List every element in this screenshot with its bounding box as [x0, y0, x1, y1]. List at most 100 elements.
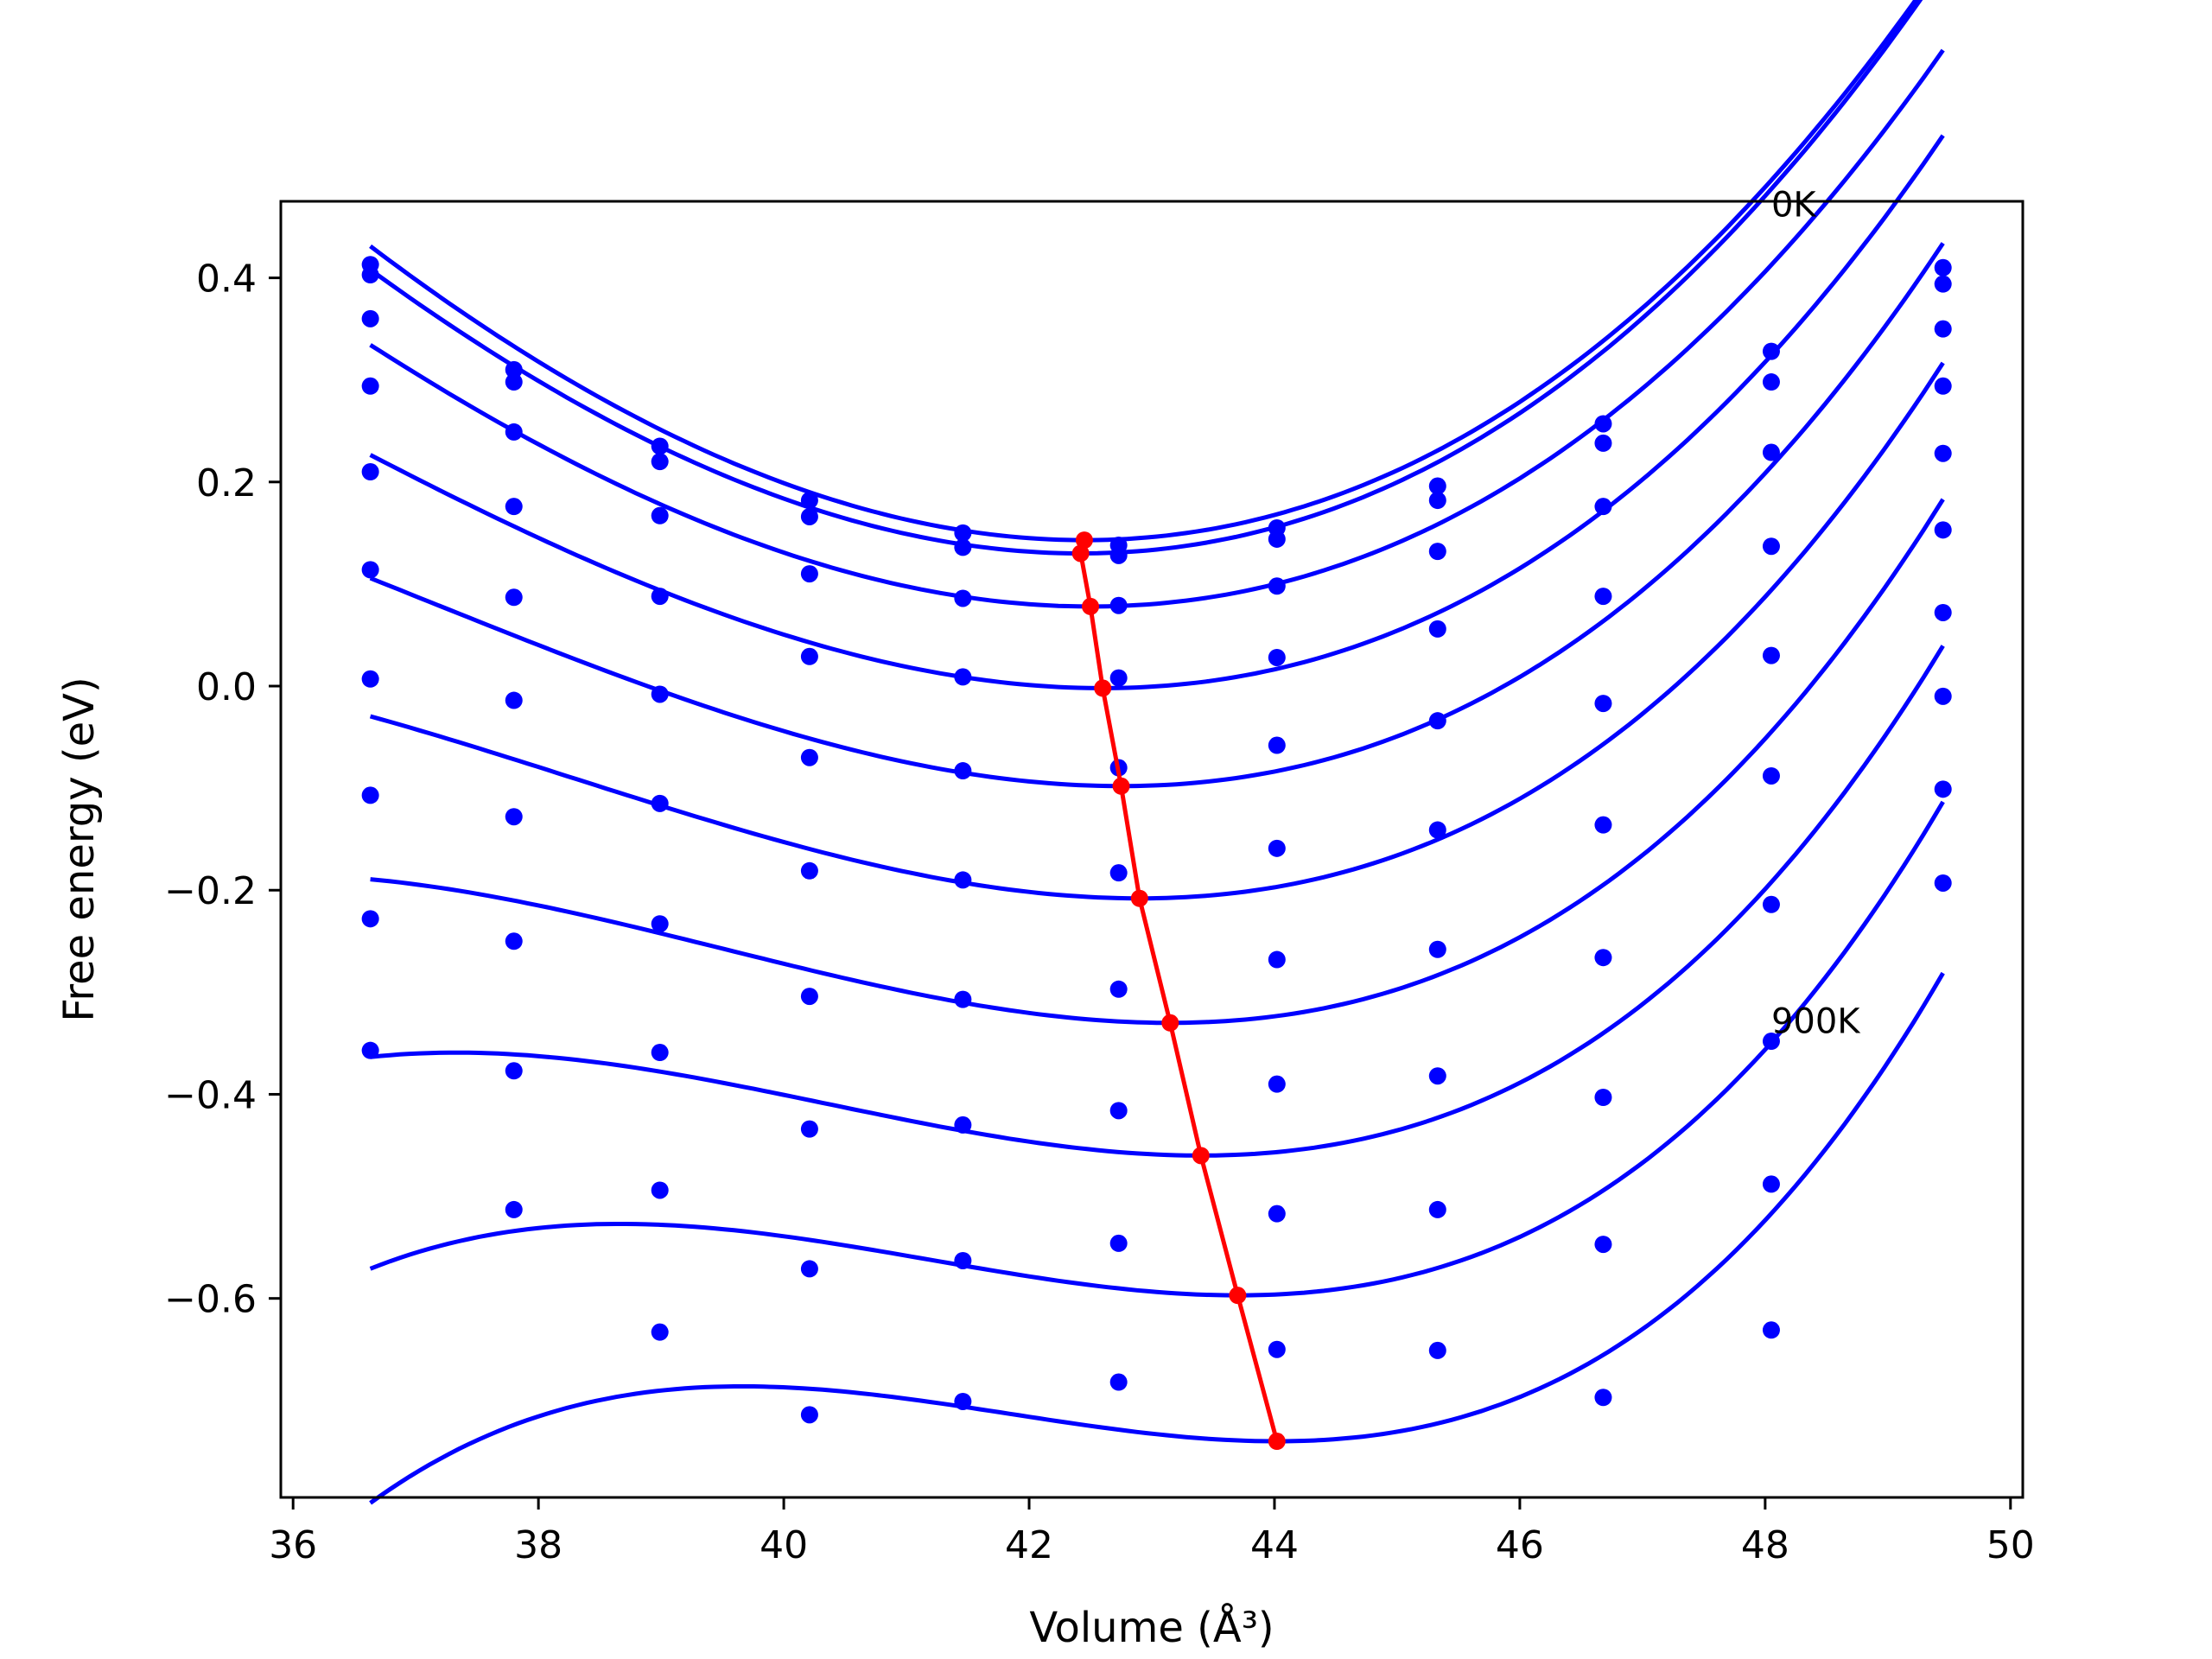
data-point — [505, 808, 523, 826]
data-point — [505, 588, 523, 607]
data-point — [505, 373, 523, 391]
data-point — [1428, 712, 1446, 730]
data-point — [361, 1041, 379, 1059]
data-point — [1109, 1373, 1128, 1391]
data-point — [505, 423, 523, 441]
data-point — [505, 932, 523, 950]
minimum-point — [1071, 544, 1090, 563]
data-point — [954, 990, 972, 1008]
data-point — [1268, 950, 1286, 969]
data-point — [361, 377, 379, 395]
y-tick-label: 0.4 — [196, 257, 257, 302]
data-point — [1428, 1200, 1446, 1218]
data-point — [361, 786, 379, 804]
y-axis-label: Free energy (eV) — [55, 677, 104, 1021]
data-point — [651, 588, 669, 606]
fit-curve-1 — [369, 0, 1923, 556]
data-point — [800, 861, 818, 880]
minimum-point — [1161, 1014, 1179, 1032]
data-point — [954, 668, 972, 686]
data-point — [1594, 1236, 1612, 1254]
x-tick-label: 42 — [1005, 1523, 1053, 1567]
data-point — [1934, 603, 1952, 621]
annotation-900k: 900K — [1771, 1002, 1861, 1042]
data-point — [1268, 1340, 1286, 1358]
data-point — [361, 462, 379, 480]
data-point — [1268, 648, 1286, 666]
data-point — [361, 910, 379, 928]
fit-curve-4 — [369, 242, 1945, 789]
data-point — [505, 1062, 523, 1080]
x-axis-ticks: 36 38 40 42 44 46 48 50 — [269, 1497, 2035, 1567]
data-point — [651, 1323, 669, 1341]
data-point — [1934, 320, 1952, 338]
fit-curve-7 — [370, 645, 1945, 1158]
data-point — [1428, 620, 1446, 638]
plot-frame — [279, 200, 2024, 1499]
minimum-point — [1268, 1433, 1286, 1451]
data-point — [1762, 1033, 1780, 1051]
data-point — [361, 309, 379, 327]
data-point — [1762, 646, 1780, 664]
data-point — [1109, 864, 1128, 882]
data-point — [800, 507, 818, 525]
data-point — [800, 1260, 818, 1278]
data-point — [1109, 1102, 1128, 1120]
data-point — [954, 1251, 972, 1269]
x-tick-label: 40 — [760, 1523, 808, 1567]
data-point — [800, 492, 818, 510]
data-point — [1934, 258, 1952, 276]
y-tick-label: −0.4 — [164, 1073, 257, 1117]
x-tick-label: 36 — [269, 1523, 317, 1567]
data-point — [1594, 816, 1612, 834]
data-point — [954, 538, 972, 556]
data-point — [954, 762, 972, 780]
data-point — [1594, 695, 1612, 713]
data-point — [361, 266, 379, 284]
data-point — [800, 988, 818, 1006]
data-point — [800, 565, 818, 583]
minima-line — [1078, 539, 1280, 1442]
data-point — [361, 670, 379, 688]
minimum-point — [1082, 597, 1100, 615]
data-point — [1934, 444, 1952, 462]
data-point — [1762, 1321, 1780, 1339]
fit-curve-2 — [369, 48, 1945, 609]
data-point — [651, 1044, 669, 1062]
y-tick-label: 0.2 — [196, 461, 257, 505]
data-point — [1109, 980, 1128, 998]
fit-curve-0 — [369, 0, 1919, 543]
fit-curves — [369, 0, 1945, 1505]
fit-curve-8 — [369, 800, 1945, 1298]
data-point — [1109, 1234, 1128, 1252]
data-point — [1762, 537, 1780, 556]
data-points — [361, 256, 1952, 1424]
data-point — [1268, 1075, 1286, 1093]
data-point — [1594, 1089, 1612, 1107]
data-point — [954, 524, 972, 542]
data-point — [1762, 373, 1780, 391]
minima-path — [1071, 531, 1286, 1451]
data-point — [1594, 588, 1612, 606]
data-point — [1762, 895, 1780, 913]
data-point — [1934, 687, 1952, 705]
data-point — [1762, 1175, 1780, 1193]
data-point — [1109, 546, 1128, 564]
minimum-point — [1229, 1287, 1247, 1305]
data-point — [651, 453, 669, 471]
y-tick-label: −0.2 — [164, 869, 257, 913]
data-point — [1428, 821, 1446, 839]
data-point — [800, 1406, 818, 1424]
x-tick-label: 44 — [1250, 1523, 1299, 1567]
fit-curve-9 — [369, 971, 1945, 1505]
data-point — [1594, 949, 1612, 967]
minimum-point — [1094, 679, 1112, 697]
data-point — [361, 561, 379, 579]
data-point — [800, 1120, 818, 1138]
fit-curve-3 — [369, 134, 1945, 690]
minimum-point — [1192, 1147, 1210, 1165]
x-tick-label: 48 — [1741, 1523, 1789, 1567]
data-point — [1934, 780, 1952, 798]
y-axis-ticks: −0.6 −0.4 −0.2 0.0 0.2 0.4 — [164, 257, 281, 1322]
